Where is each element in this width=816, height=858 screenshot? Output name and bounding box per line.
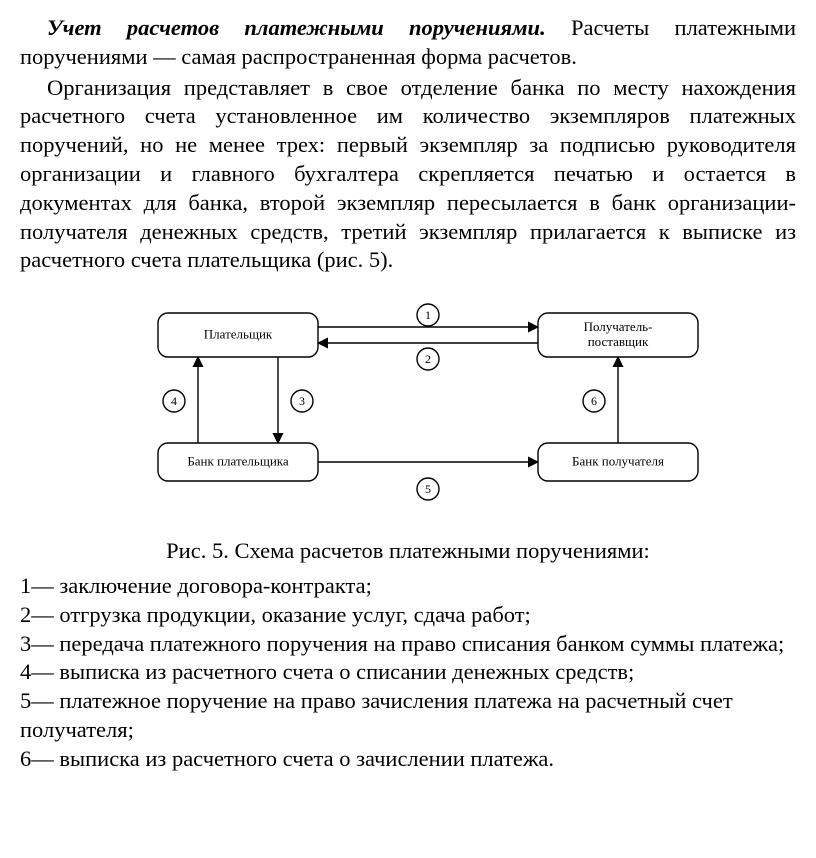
flow-node-bank_recv: Банк получателя	[538, 443, 698, 481]
flow-badge-1: 1	[417, 304, 439, 326]
document-page: Учет расчетов платежными поручениями. Ра…	[0, 0, 816, 798]
legend-line-6: 6— выписка из расчетного счета о зачисле…	[20, 745, 796, 774]
svg-text:Получатель-: Получатель-	[584, 319, 653, 334]
flow-badge-5: 5	[417, 478, 439, 500]
heading-text: Учет расчетов платежными поручениями.	[47, 15, 546, 40]
flow-badge-3: 3	[291, 390, 313, 412]
paragraph-2: Организация представляет в свое отделени…	[20, 74, 796, 276]
svg-text:1: 1	[425, 308, 431, 322]
legend-line-5: 5— платежное поручение на право зачислен…	[20, 687, 796, 745]
svg-text:Банк получателя: Банк получателя	[572, 454, 664, 469]
svg-text:2: 2	[425, 352, 431, 366]
flow-node-bank_payer: Банк плательщика	[158, 443, 318, 481]
svg-text:Плательщик: Плательщик	[204, 327, 273, 342]
legend-line-3: 3— передача платежного поручения на прав…	[20, 630, 796, 659]
flow-node-payer: Плательщик	[158, 313, 318, 357]
legend-line-2: 2— отгрузка продукции, оказание услуг, с…	[20, 601, 796, 630]
legend-line-4: 4— выписка из расчетного счета о списани…	[20, 658, 796, 687]
svg-text:поставщик: поставщик	[588, 334, 649, 349]
figure-legend: 1— заключение договора-контракта;2— отгр…	[20, 572, 796, 774]
paragraph-1: Учет расчетов платежными поручениями. Ра…	[20, 14, 796, 72]
flow-badge-4: 4	[163, 390, 185, 412]
svg-text:4: 4	[171, 394, 177, 408]
diagram-container: Плательщик Получатель-поставщик Банк плате…	[20, 293, 796, 523]
flowchart-svg: Плательщик Получатель-поставщик Банк плате…	[88, 293, 728, 523]
svg-text:6: 6	[591, 394, 597, 408]
figure-caption: Рис. 5. Схема расчетов платежными поруче…	[20, 537, 796, 566]
svg-text:Банк плательщика: Банк плательщика	[187, 454, 289, 469]
legend-line-1: 1— заключение договора-контракта;	[20, 572, 796, 601]
flow-node-receiver: Получатель-поставщик	[538, 313, 698, 357]
flow-badge-6: 6	[583, 390, 605, 412]
flow-badge-2: 2	[417, 348, 439, 370]
svg-text:5: 5	[425, 482, 431, 496]
svg-text:3: 3	[299, 394, 305, 408]
